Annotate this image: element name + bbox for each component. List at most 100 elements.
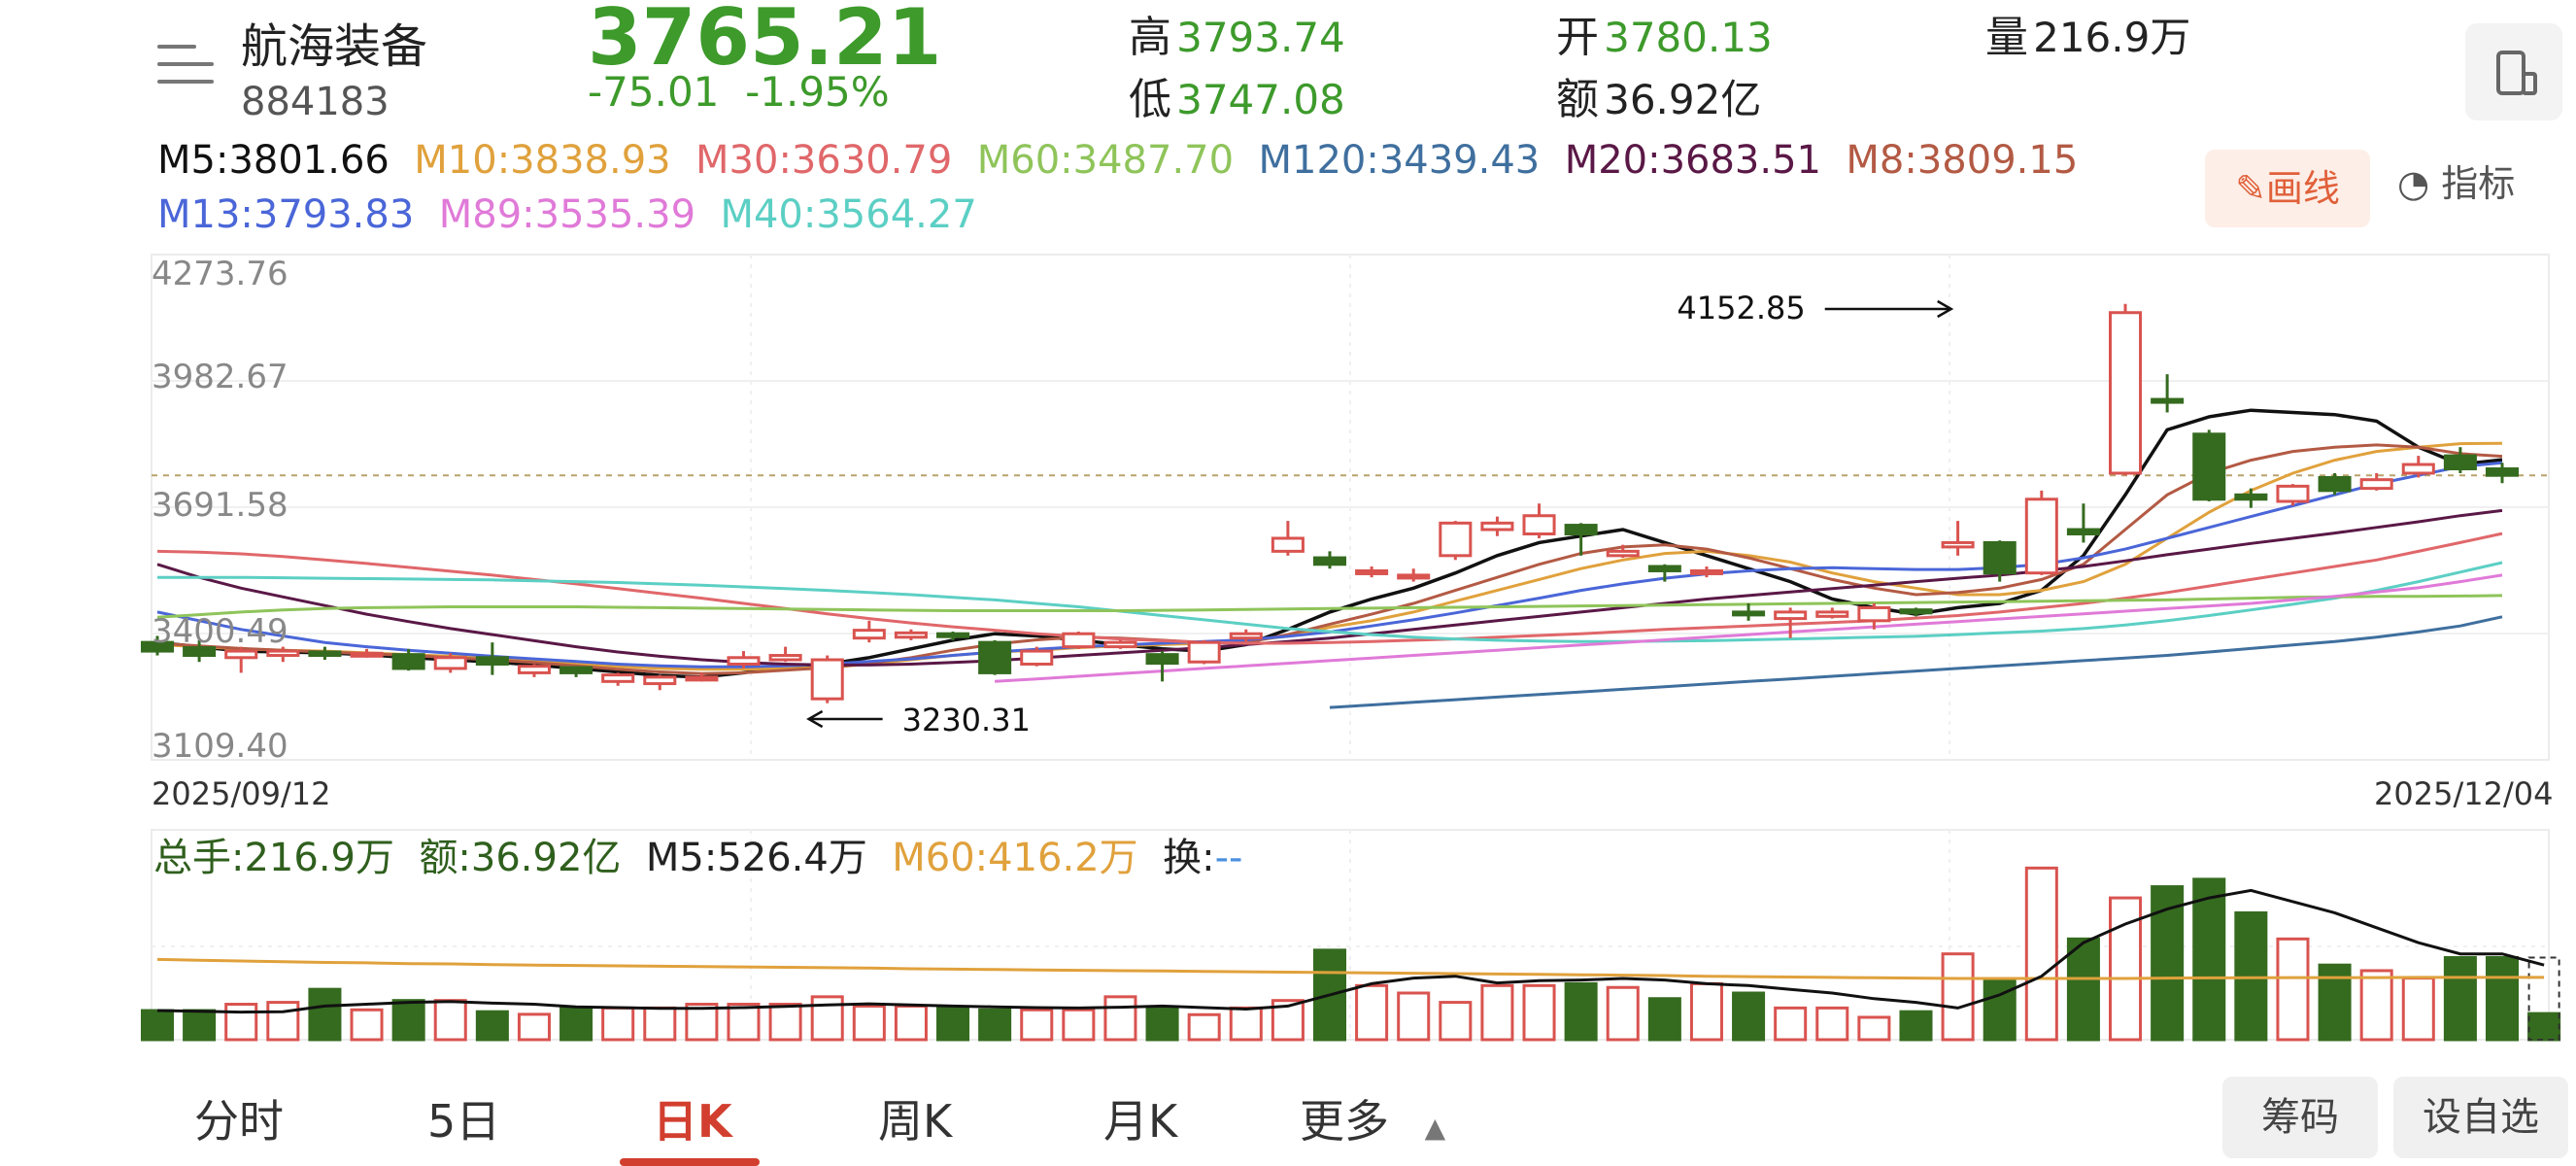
volume-bar: [601, 1006, 635, 1042]
volume-bar: [308, 987, 342, 1042]
ma-legend-m20: M20:3683.51: [1564, 138, 1821, 183]
volume-bar: [2234, 910, 2268, 1042]
candle: [1355, 566, 1389, 578]
candle: [1439, 521, 1473, 561]
candle-body: [2192, 432, 2226, 501]
candle-body: [978, 640, 1012, 674]
candle-body: [2276, 484, 2310, 503]
candle: [936, 631, 970, 640]
candle: [2443, 447, 2477, 473]
ma-legend-m60: M60:3487.70: [976, 138, 1235, 183]
candle-body: [1229, 632, 1263, 640]
kline-chart[interactable]: 4152.85 3230.31: [0, 0, 2576, 1059]
candle: [2318, 472, 2352, 496]
chart-grid: [151, 254, 2550, 1041]
candle-body: [1439, 521, 1473, 558]
draw-line-button[interactable]: ✎画线: [2205, 150, 2370, 227]
volume-bar: [643, 1006, 677, 1042]
ma-line-m8: [156, 443, 2503, 675]
open-label: 开: [1556, 13, 1599, 62]
candle-body: [1103, 640, 1137, 649]
ma-line-m60: [156, 594, 2503, 619]
candle: [1689, 566, 1723, 578]
active-tab-indicator: [620, 1158, 760, 1166]
candle-body: [643, 675, 677, 686]
candle: [266, 646, 300, 663]
candle-body: [1774, 610, 1808, 621]
y-axis-label-3: 3691.58: [152, 486, 288, 525]
volume-bar: [2359, 969, 2393, 1042]
tab-monthly-k[interactable]: 月K: [1103, 1095, 1178, 1148]
amount-label: 额: [1556, 75, 1599, 124]
volume-bar: [1815, 1006, 1849, 1042]
volume-bar: [433, 999, 467, 1042]
candle: [2234, 488, 2268, 508]
ma-legend-m8: M8:3809.15: [1846, 138, 2079, 183]
tab-intraday[interactable]: 分时: [194, 1095, 284, 1148]
candle: [183, 639, 217, 663]
volume-bar: [1689, 981, 1723, 1042]
volume-quote: 量 216.9万: [1985, 2, 2190, 64]
candle-body: [2024, 497, 2058, 575]
candle: [1983, 540, 2017, 582]
volume-bar: [2485, 956, 2520, 1042]
candle: [1103, 639, 1137, 649]
candle: [224, 646, 258, 673]
volume-bar: [2276, 937, 2310, 1042]
volume-bar: [852, 1004, 886, 1042]
volume-bars: [140, 866, 2561, 1042]
phone-rotate-icon: [2496, 51, 2537, 95]
candle: [1857, 602, 1891, 630]
candles: [140, 303, 2520, 703]
volume-bar: [1103, 995, 1137, 1042]
candle-body: [2066, 528, 2100, 536]
volume-bar: [1606, 985, 1640, 1042]
low-label: 低: [1129, 75, 1171, 124]
volume-label: 量: [1985, 13, 2028, 62]
menu-icon[interactable]: [157, 45, 214, 93]
volume-bar: [1397, 991, 1431, 1042]
ma-legend-row-1: M5:3801.66 M10:3838.93 M30:3630.79 M60:3…: [157, 138, 2078, 183]
candle-body: [1899, 608, 1933, 615]
volume-bar: [1774, 1006, 1808, 1042]
stock-code: 884183: [241, 80, 390, 124]
chips-button[interactable]: 筹码: [2222, 1077, 2378, 1158]
ma-line-m20: [156, 508, 2503, 667]
tab-daily-k[interactable]: 日K: [653, 1095, 732, 1148]
candle-body: [768, 654, 802, 662]
ma-line-m10: [156, 441, 2503, 671]
y-axis-label-2: 3982.67: [152, 358, 288, 396]
candle: [140, 635, 175, 656]
pencil-icon: ✎: [2235, 167, 2266, 210]
ma-legend-m89: M89:3535.39: [438, 192, 696, 237]
gauge-icon: ◔: [2397, 162, 2430, 205]
ma-legend-m30: M30:3630.79: [695, 138, 953, 183]
volume-bar: [183, 1009, 217, 1042]
candle-body: [2318, 475, 2352, 493]
ma-legend-m40: M40:3564.27: [720, 192, 977, 237]
candle: [1732, 602, 1766, 621]
candle: [1647, 564, 1681, 582]
price-annotations: 4152.85 3230.31: [806, 290, 1954, 738]
candle: [2024, 490, 2058, 575]
candle: [810, 655, 844, 703]
volume-bar: [266, 1001, 300, 1042]
indicator-button[interactable]: ◔ 指标: [2397, 154, 2515, 207]
candle: [475, 642, 509, 675]
candle: [2359, 472, 2393, 491]
tab-more[interactable]: 更多 ▲: [1300, 1086, 1445, 1150]
volume-bar: [1355, 983, 1389, 1042]
add-watchlist-button[interactable]: 设自选: [2393, 1077, 2568, 1158]
candle-body: [2485, 467, 2520, 477]
tab-weekly-k[interactable]: 周K: [878, 1095, 953, 1148]
landscape-toggle-button[interactable]: [2465, 23, 2562, 120]
candle-body: [1689, 568, 1723, 575]
volume-bar: [350, 1008, 384, 1042]
tab-5day[interactable]: 5日: [427, 1095, 501, 1148]
amount-quote: 额 36.92亿: [1556, 64, 1761, 126]
volume-bar: [391, 999, 425, 1042]
candle: [1564, 523, 1598, 556]
candle-body: [1397, 573, 1431, 580]
candle-body: [2401, 463, 2435, 475]
turnover-label: 换:: [1163, 836, 1215, 880]
